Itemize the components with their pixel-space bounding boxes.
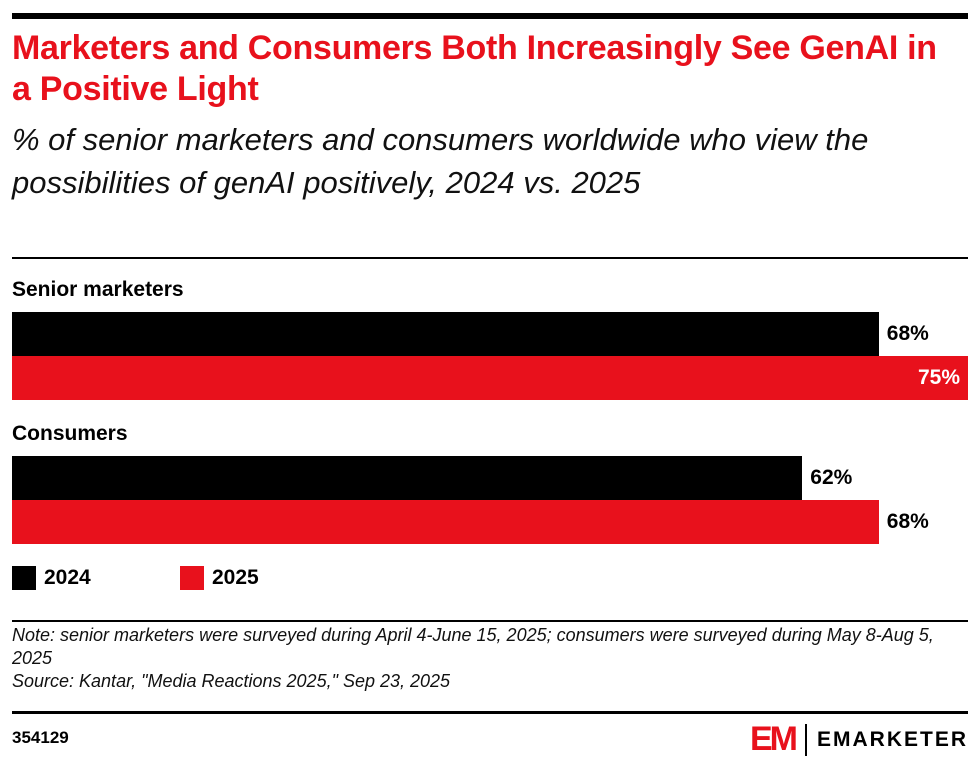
data-label: 75% <box>918 366 961 389</box>
bar-2025 <box>12 356 968 400</box>
logo-divider <box>804 723 807 756</box>
legend-item-2024: 2024 <box>12 566 91 590</box>
chart-title: Marketers and Consumers Both Increasingl… <box>12 29 937 108</box>
bar-2025 <box>12 500 879 544</box>
category-label: Consumers <box>12 422 128 445</box>
category-label: Senior marketers <box>12 278 184 301</box>
data-label: 62% <box>810 466 853 489</box>
bar-2024 <box>12 456 803 500</box>
data-label: 68% <box>886 510 929 533</box>
bottom-rule <box>12 711 968 714</box>
source-text: Source: Kantar, "Media Reactions 2025," … <box>12 671 451 691</box>
divider <box>12 257 968 259</box>
emarketer-logo: EM EMARKETER <box>750 720 968 759</box>
top-rule <box>12 13 968 19</box>
legend-label: 2024 <box>44 566 91 589</box>
bar-2024 <box>12 312 879 356</box>
legend-swatch <box>180 566 204 590</box>
legend-label: 2025 <box>212 566 259 589</box>
legend-swatch <box>12 566 36 590</box>
footnote: Note: senior marketers were surveyed dur… <box>12 624 962 693</box>
divider <box>12 620 968 622</box>
logo-name: EMARKETER <box>816 727 968 751</box>
chart-subtitle: % of senior marketers and consumers worl… <box>12 122 869 200</box>
data-label: 68% <box>886 322 929 345</box>
note-text: Note: senior marketers were surveyed dur… <box>12 625 934 668</box>
logo-mark: EM <box>749 720 798 758</box>
chart-id: 354129 <box>12 728 69 747</box>
legend-item-2025: 2025 <box>180 566 259 590</box>
